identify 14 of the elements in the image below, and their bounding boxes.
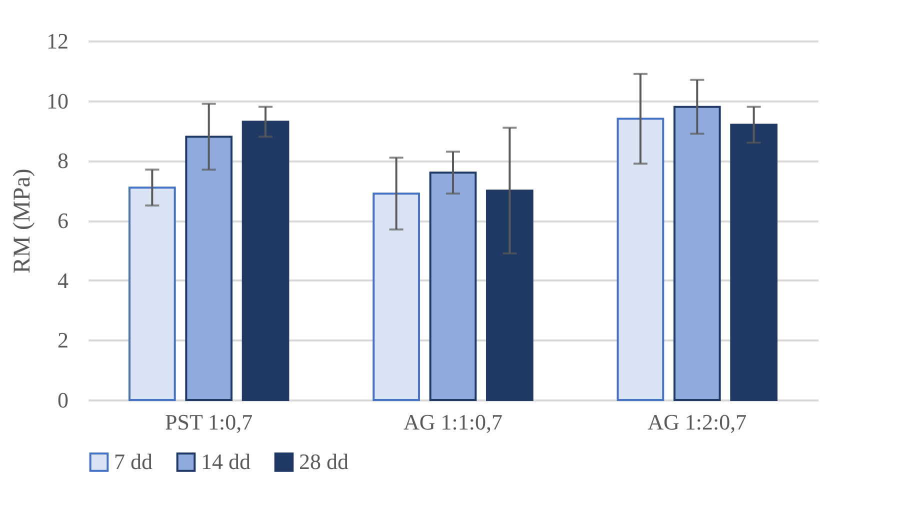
- y-axis-title: RM (MPa): [10, 168, 36, 274]
- legend-label: 7 dd: [114, 449, 152, 474]
- legend-label: 14 dd: [201, 449, 250, 474]
- y-tick-label: 8: [58, 148, 68, 174]
- y-tick-label: 2: [58, 328, 68, 353]
- legend-label: 28 dd: [299, 449, 348, 474]
- x-tick-label: PST 1:0,7: [165, 410, 253, 434]
- x-tick-label: AG 1:1:0,7: [404, 410, 502, 434]
- y-tick-label: 6: [58, 208, 68, 233]
- y-tick-label: 12: [46, 28, 68, 54]
- y-tick-label: 10: [46, 88, 68, 114]
- x-tick-label: AG 1:2:0,7: [648, 410, 747, 434]
- y-tick-label: 0: [58, 388, 68, 412]
- y-tick-label: 4: [58, 268, 68, 293]
